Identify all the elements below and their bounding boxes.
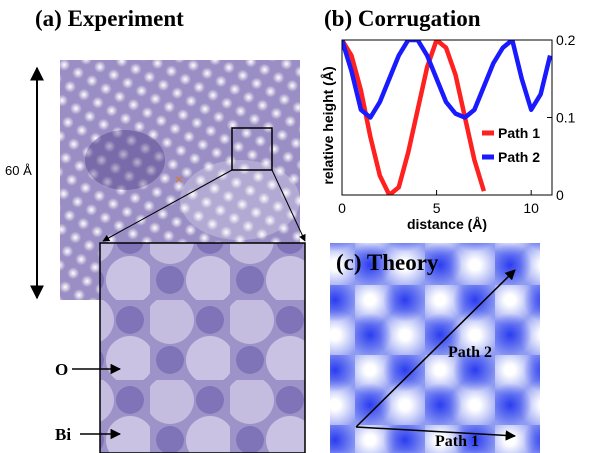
panel-a-title: (a) Experiment — [35, 6, 184, 31]
zoom-line — [102, 169, 233, 242]
scale-label: 60 Å — [5, 163, 32, 178]
zoom-line — [271, 169, 306, 242]
series-line — [342, 40, 552, 120]
legend-label: Path 2 — [498, 149, 540, 165]
x-tick-label: 0 — [338, 200, 346, 216]
path-arrow — [355, 426, 517, 441]
line-chart: (b) Corrugation 0 0.1 0.2 0 5 10 distance (Å) r… — [320, 6, 576, 232]
chart-title: (b) Corrugation — [324, 6, 481, 31]
dark-region — [85, 130, 165, 190]
path-label: Path 2 — [448, 344, 492, 361]
legend-label: Path 1 — [498, 125, 540, 141]
y-tick-label: 0.1 — [556, 110, 576, 126]
x-tick-label: 10 — [523, 200, 539, 216]
zoom-image — [99, 242, 306, 453]
panel-c-title: (c) Theory — [336, 250, 439, 275]
x-tick-label: 5 — [433, 200, 441, 216]
atom-label: Bi — [55, 425, 71, 444]
bright-region — [180, 160, 300, 240]
y-tick-label: 0 — [556, 187, 564, 203]
y-axis-label: relative height (Å) — [320, 66, 336, 184]
x-axis-label: distance (Å) — [407, 216, 487, 232]
atom-label: O — [55, 360, 68, 379]
path-label: Path 1 — [435, 433, 479, 450]
plot-frame — [341, 39, 553, 196]
path-arrow — [355, 269, 516, 428]
y-tick-label: 0.2 — [556, 32, 576, 48]
marker: × — [175, 171, 183, 187]
zoom-box — [231, 127, 273, 171]
